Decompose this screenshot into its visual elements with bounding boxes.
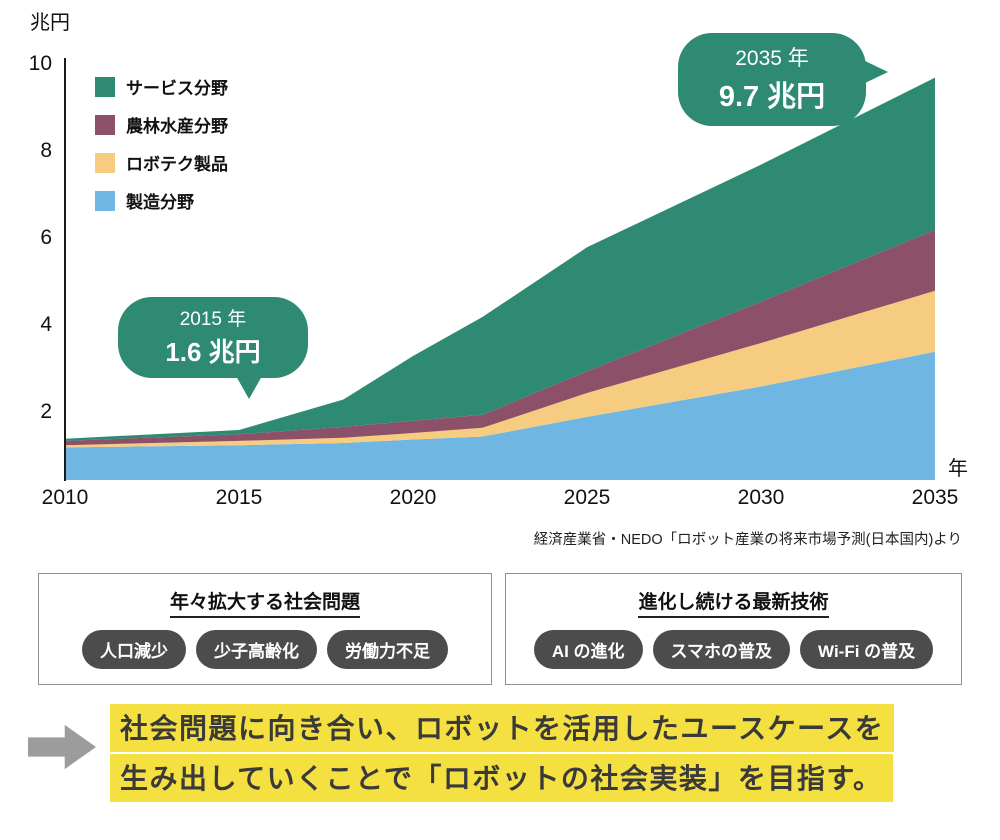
legend-item-製造分野: 製造分野 — [95, 188, 228, 213]
callout-2015: 2015 年 1.6 兆円 — [118, 297, 308, 399]
pill-wifi-adoption: Wi-Fi の普及 — [800, 630, 934, 669]
y-axis-unit-label: 兆円 — [30, 12, 70, 34]
legend-label: 農林水産分野 — [126, 117, 228, 136]
legend-label: サービス分野 — [126, 79, 228, 98]
source-citation: 経済産業省・NEDO「ロボット産業の将来市場予測(日本国内)より — [533, 532, 962, 548]
technology-title: 進化し続ける最新技術 — [506, 587, 961, 618]
stacked-area-chart — [64, 58, 935, 481]
x-tick-label-2035: 2035 — [911, 486, 959, 509]
pill-ai-progress: AI の進化 — [533, 630, 643, 669]
legend-label: ロボテク製品 — [126, 155, 228, 174]
legend-label: 製造分野 — [126, 193, 194, 212]
legend-color-swatch — [95, 152, 115, 173]
social-problems-title: 年々拡大する社会問題 — [39, 587, 491, 618]
conclusion-statement: 社会問題に向き合い、ロボットを活用したユースケースを 生み出していくことで「ロボ… — [110, 704, 895, 804]
callout-2035-pointer — [863, 60, 888, 84]
legend-item-ロボテク製品: ロボテク製品 — [95, 150, 228, 175]
callout-2015-value: 1.6 兆円 — [165, 337, 261, 367]
callout-2035: 2035 年 9.7 兆円 — [678, 33, 888, 126]
x-tick-label-2020: 2020 — [389, 486, 437, 509]
pill-aging-society: 少子高齢化 — [196, 630, 317, 669]
callout-2035-value: 9.7 兆円 — [718, 81, 826, 113]
social-problems-pills: 人口減少 少子高齢化 労働力不足 — [39, 630, 491, 669]
technology-box: 進化し続ける最新技術 AI の進化 スマホの普及 Wi-Fi の普及 — [505, 573, 962, 685]
y-tick-label-10: 10 — [28, 51, 52, 75]
right-arrow-icon — [28, 724, 96, 770]
x-tick-label-2030: 2030 — [737, 486, 785, 509]
conclusion-line-2: 生み出していくことで「ロボットの社会実装」を目指す。 — [110, 754, 893, 802]
legend-color-swatch — [95, 190, 115, 211]
y-tick-label-4: 4 — [40, 312, 52, 336]
area-series-農林水産分野 — [65, 229, 935, 446]
area-series-ロボテク製品 — [65, 290, 935, 448]
callout-2015-year: 2015 年 — [179, 309, 247, 330]
x-tick-label-2015: 2015 — [215, 486, 263, 509]
chart-legend: サービス分野 農林水産分野 ロボテク製品 製造分野 — [95, 74, 228, 226]
callout-2035-year: 2035 年 — [735, 47, 809, 70]
x-tick-label-2025: 2025 — [563, 486, 611, 509]
pill-population-decline: 人口減少 — [82, 630, 186, 669]
pill-smartphone-adoption: スマホの普及 — [652, 630, 791, 669]
y-tick-label-8: 8 — [40, 138, 52, 162]
pill-labor-shortage: 労働力不足 — [327, 630, 448, 669]
area-series-サービス分野 — [65, 77, 935, 441]
legend-color-swatch — [95, 114, 115, 135]
legend-item-サービス分野: サービス分野 — [95, 74, 228, 99]
legend-item-農林水産分野: 農林水産分野 — [95, 112, 228, 137]
x-axis-unit-label: 年 — [948, 458, 968, 480]
x-tick-label-2010: 2010 — [41, 486, 89, 509]
area-series-製造分野 — [65, 351, 935, 480]
technology-pills: AI の進化 スマホの普及 Wi-Fi の普及 — [506, 630, 961, 669]
callout-2015-pointer — [236, 376, 262, 399]
social-problems-box: 年々拡大する社会問題 人口減少 少子高齢化 労働力不足 — [38, 573, 492, 685]
technology-title-text: 進化し続ける最新技術 — [638, 592, 829, 618]
y-tick-label-2: 2 — [40, 399, 52, 423]
conclusion-line-1: 社会問題に向き合い、ロボットを活用したユースケースを — [110, 704, 895, 752]
legend-color-swatch — [95, 76, 115, 97]
social-problems-title-text: 年々拡大する社会問題 — [169, 592, 360, 618]
y-tick-label-6: 6 — [40, 225, 52, 249]
